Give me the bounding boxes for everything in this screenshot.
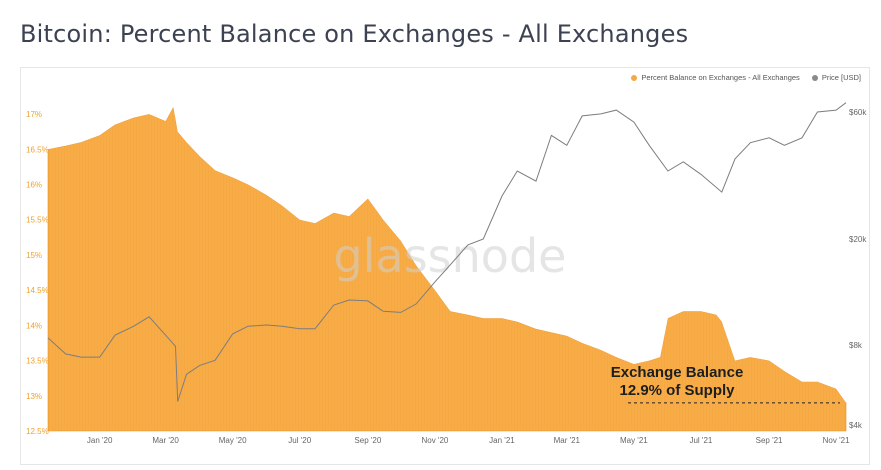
x-tick-label: Jan '21 [489,436,515,445]
left-tick-label: 16.5% [26,145,49,154]
area-top-mask [48,95,846,403]
left-tick-label: 15.5% [26,216,49,225]
left-tick-label: 14.5% [26,286,49,295]
x-tick-label: Jan '20 [87,436,113,445]
left-tick-label: 12.5% [26,427,49,436]
chart-legend: Percent Balance on Exchanges - All Excha… [631,73,861,82]
legend-swatch-gray [811,74,818,81]
legend-item-price[interactable]: Price [USD] [811,73,861,82]
legend-swatch-orange [631,74,638,81]
page-title: Bitcoin: Percent Balance on Exchanges - … [20,20,689,48]
left-tick-label: 15% [26,251,42,260]
legend-item-balance[interactable]: Percent Balance on Exchanges - All Excha… [631,73,800,82]
left-tick-label: 13.5% [26,357,49,366]
left-tick-label: 14% [26,321,42,330]
right-tick-label: $60k [849,108,867,117]
x-tick-label: Sep '20 [354,436,381,445]
right-tick-label: $4k [849,421,863,430]
x-tick-label: Sep '21 [756,436,783,445]
x-tick-label: Mar '20 [152,436,179,445]
x-tick-label: Nov '21 [823,436,850,445]
annotation-line-2: 12.9% of Supply [619,382,735,399]
left-tick-label: 17% [26,110,42,119]
annotation-line-1: Exchange Balance [611,364,744,381]
x-tick-label: May '21 [620,436,648,445]
price-line [47,102,847,402]
watermark: glassnode [334,229,567,283]
left-tick-label: 13% [26,392,42,401]
legend-label-price: Price [USD] [821,73,861,82]
right-tick-label: $20k [849,235,867,244]
x-tick-label: Jul '21 [689,436,712,445]
left-tick-label: 16% [26,181,42,190]
x-tick-label: May '20 [219,436,247,445]
legend-label-balance: Percent Balance on Exchanges - All Excha… [641,73,800,82]
right-tick-label: $8k [849,341,863,350]
x-tick-label: Mar '21 [554,436,581,445]
x-tick-label: Nov '20 [421,436,448,445]
x-tick-label: Jul '20 [288,436,311,445]
